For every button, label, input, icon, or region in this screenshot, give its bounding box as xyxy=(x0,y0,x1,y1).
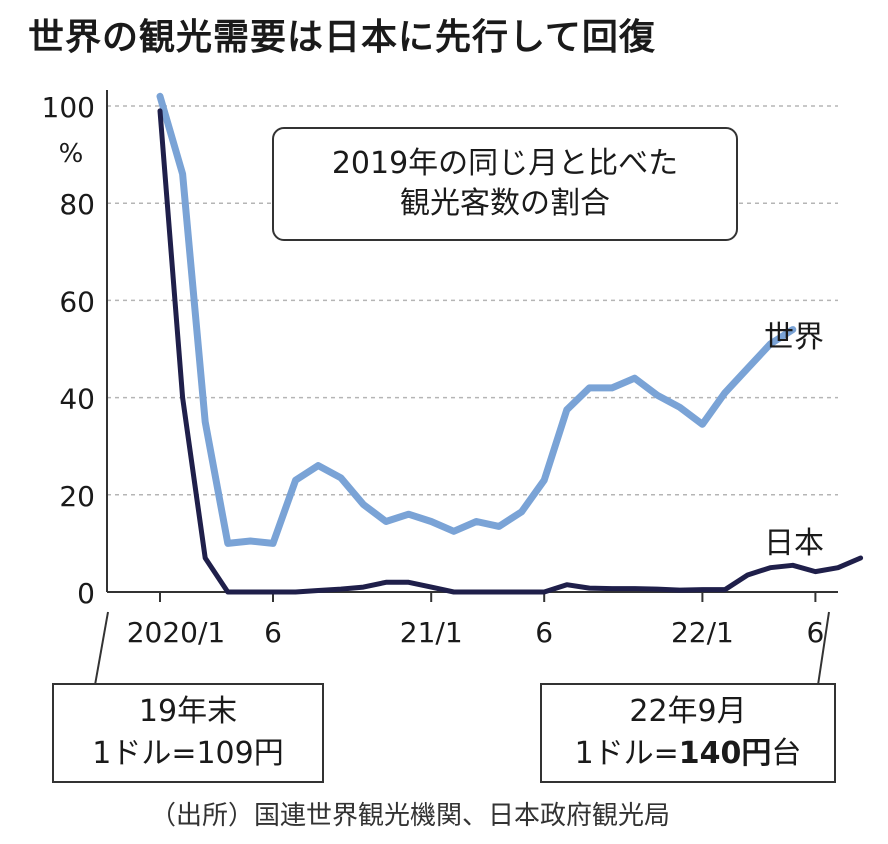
y-tick-label: 100 xyxy=(42,91,95,124)
connector-right xyxy=(817,611,830,686)
annotation-line-1: 2019年の同じ月と比べた xyxy=(331,146,679,181)
y-tick-label: 20 xyxy=(59,480,95,513)
x-tick-label: 2020/1 xyxy=(127,616,226,649)
note-box-2019: 19年末 1ドル=109円 xyxy=(52,683,324,783)
note-2022-line-1: 22年9月 xyxy=(629,694,747,729)
y-tick-label: 80 xyxy=(59,188,95,221)
note-2019-line-2: 1ドル=109円 xyxy=(92,736,284,771)
note-box-2022: 22年9月 1ドル=140円台 xyxy=(540,683,836,783)
x-tick-labels: 2020/1 6 21/1 6 22/1 6 xyxy=(127,616,825,649)
series-lines xyxy=(156,92,864,595)
note-2019-line-1: 19年末 xyxy=(138,694,238,729)
y-tick-label: 60 xyxy=(59,285,95,318)
note-2022-rate-value: 140円 xyxy=(678,736,772,771)
y-axis-unit: % xyxy=(59,139,84,169)
x-tick-label: 6 xyxy=(264,616,282,649)
annotation-line-2: 観光客数の割合 xyxy=(400,186,610,221)
x-tick-label: 21/1 xyxy=(400,616,463,649)
x-tick-label: 6 xyxy=(535,616,553,649)
series-line-japan xyxy=(157,108,864,595)
y-tick-label: 40 xyxy=(59,383,95,416)
note-2022-line-2: 1ドル=140円台 xyxy=(575,733,802,775)
x-tick-label: 22/1 xyxy=(671,616,734,649)
series-line-world xyxy=(156,92,797,547)
x-tick-label: 6 xyxy=(806,616,824,649)
note-2022-rate-prefix: 1ドル= xyxy=(574,736,679,771)
connector-left xyxy=(94,611,109,686)
chart-title: 世界の観光需要は日本に先行して回復 xyxy=(28,17,656,58)
series-label-japan: 日本 xyxy=(764,526,824,561)
series-label-world: 世界 xyxy=(764,320,824,355)
note-2022-rate-suffix: 台 xyxy=(771,736,802,771)
note-connectors xyxy=(94,611,830,686)
y-tick-label: 0 xyxy=(77,577,95,610)
y-tick-labels: 0 20 40 60 80 100% xyxy=(42,91,95,610)
source-note: （出所）国連世界観光機関、日本政府観光局 xyxy=(150,801,671,831)
annotation-box: 2019年の同じ月と比べた 観光客数の割合 xyxy=(272,127,738,241)
